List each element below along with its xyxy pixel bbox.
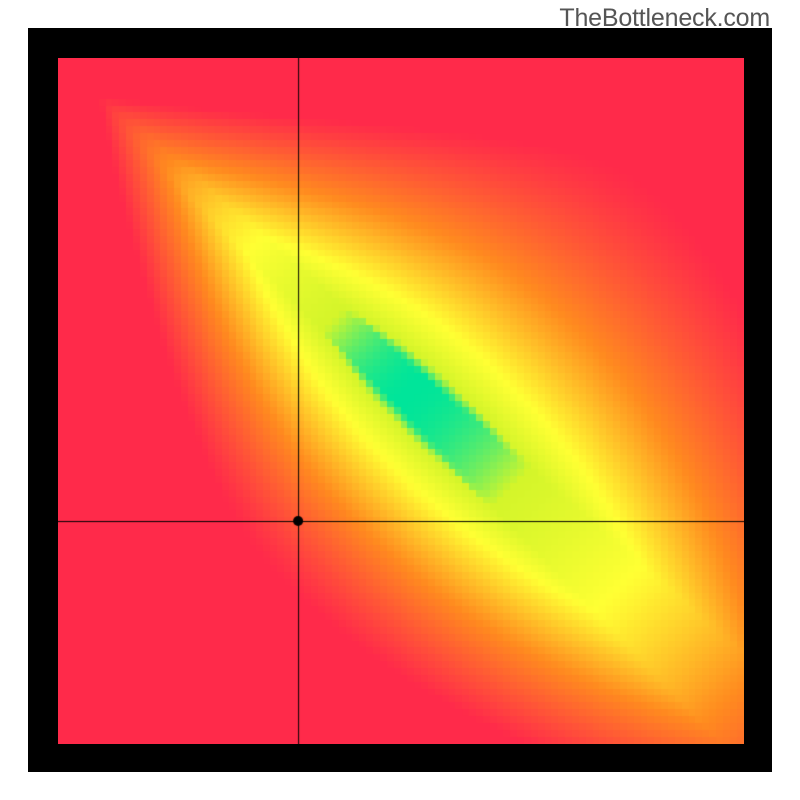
chart-container: TheBottleneck.com xyxy=(0,0,800,800)
heatmap-canvas xyxy=(58,58,744,744)
chart-plot-area xyxy=(58,58,744,744)
chart-border xyxy=(28,28,772,772)
